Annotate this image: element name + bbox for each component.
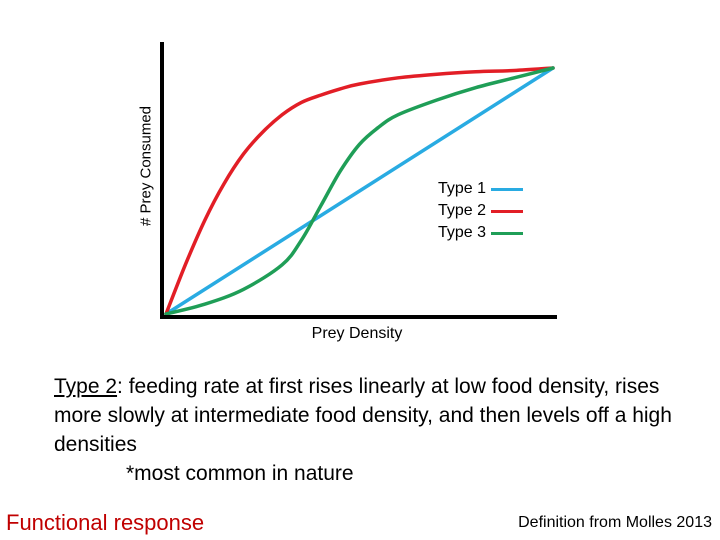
legend-item-type-3: Type 3 <box>438 222 524 244</box>
note-text: *most common in nature <box>126 462 354 485</box>
legend-item-type-1: Type 1 <box>438 178 524 200</box>
definition-text: : feeding rate at first rises linearly a… <box>54 375 672 456</box>
legend-swatch <box>491 231 524 235</box>
series-line-type-1 <box>164 66 555 316</box>
x-axis-label: Prey Density <box>311 325 403 342</box>
type-label: Type 2 <box>54 375 118 398</box>
series-line-type-3 <box>164 66 555 316</box>
citation: Definition from Molles 2013 <box>518 514 712 531</box>
y-axis-label: # Prey Consumed <box>137 105 155 227</box>
legend-label: Type 3 <box>438 224 487 241</box>
definition-caption: Type 2: feeding rate at first rises line… <box>54 372 694 488</box>
legend: Type 1 Type 2 Type 3 <box>438 178 524 244</box>
slide-title-functional-response: Functional response <box>6 510 205 535</box>
series-line-type-2 <box>164 66 555 316</box>
series-layer <box>164 66 555 316</box>
functional-response-chart <box>160 42 557 319</box>
legend-swatch <box>491 187 524 191</box>
legend-swatch <box>491 209 524 213</box>
legend-label: Type 2 <box>438 202 487 219</box>
legend-item-type-2: Type 2 <box>438 200 524 222</box>
legend-label: Type 1 <box>438 180 487 197</box>
